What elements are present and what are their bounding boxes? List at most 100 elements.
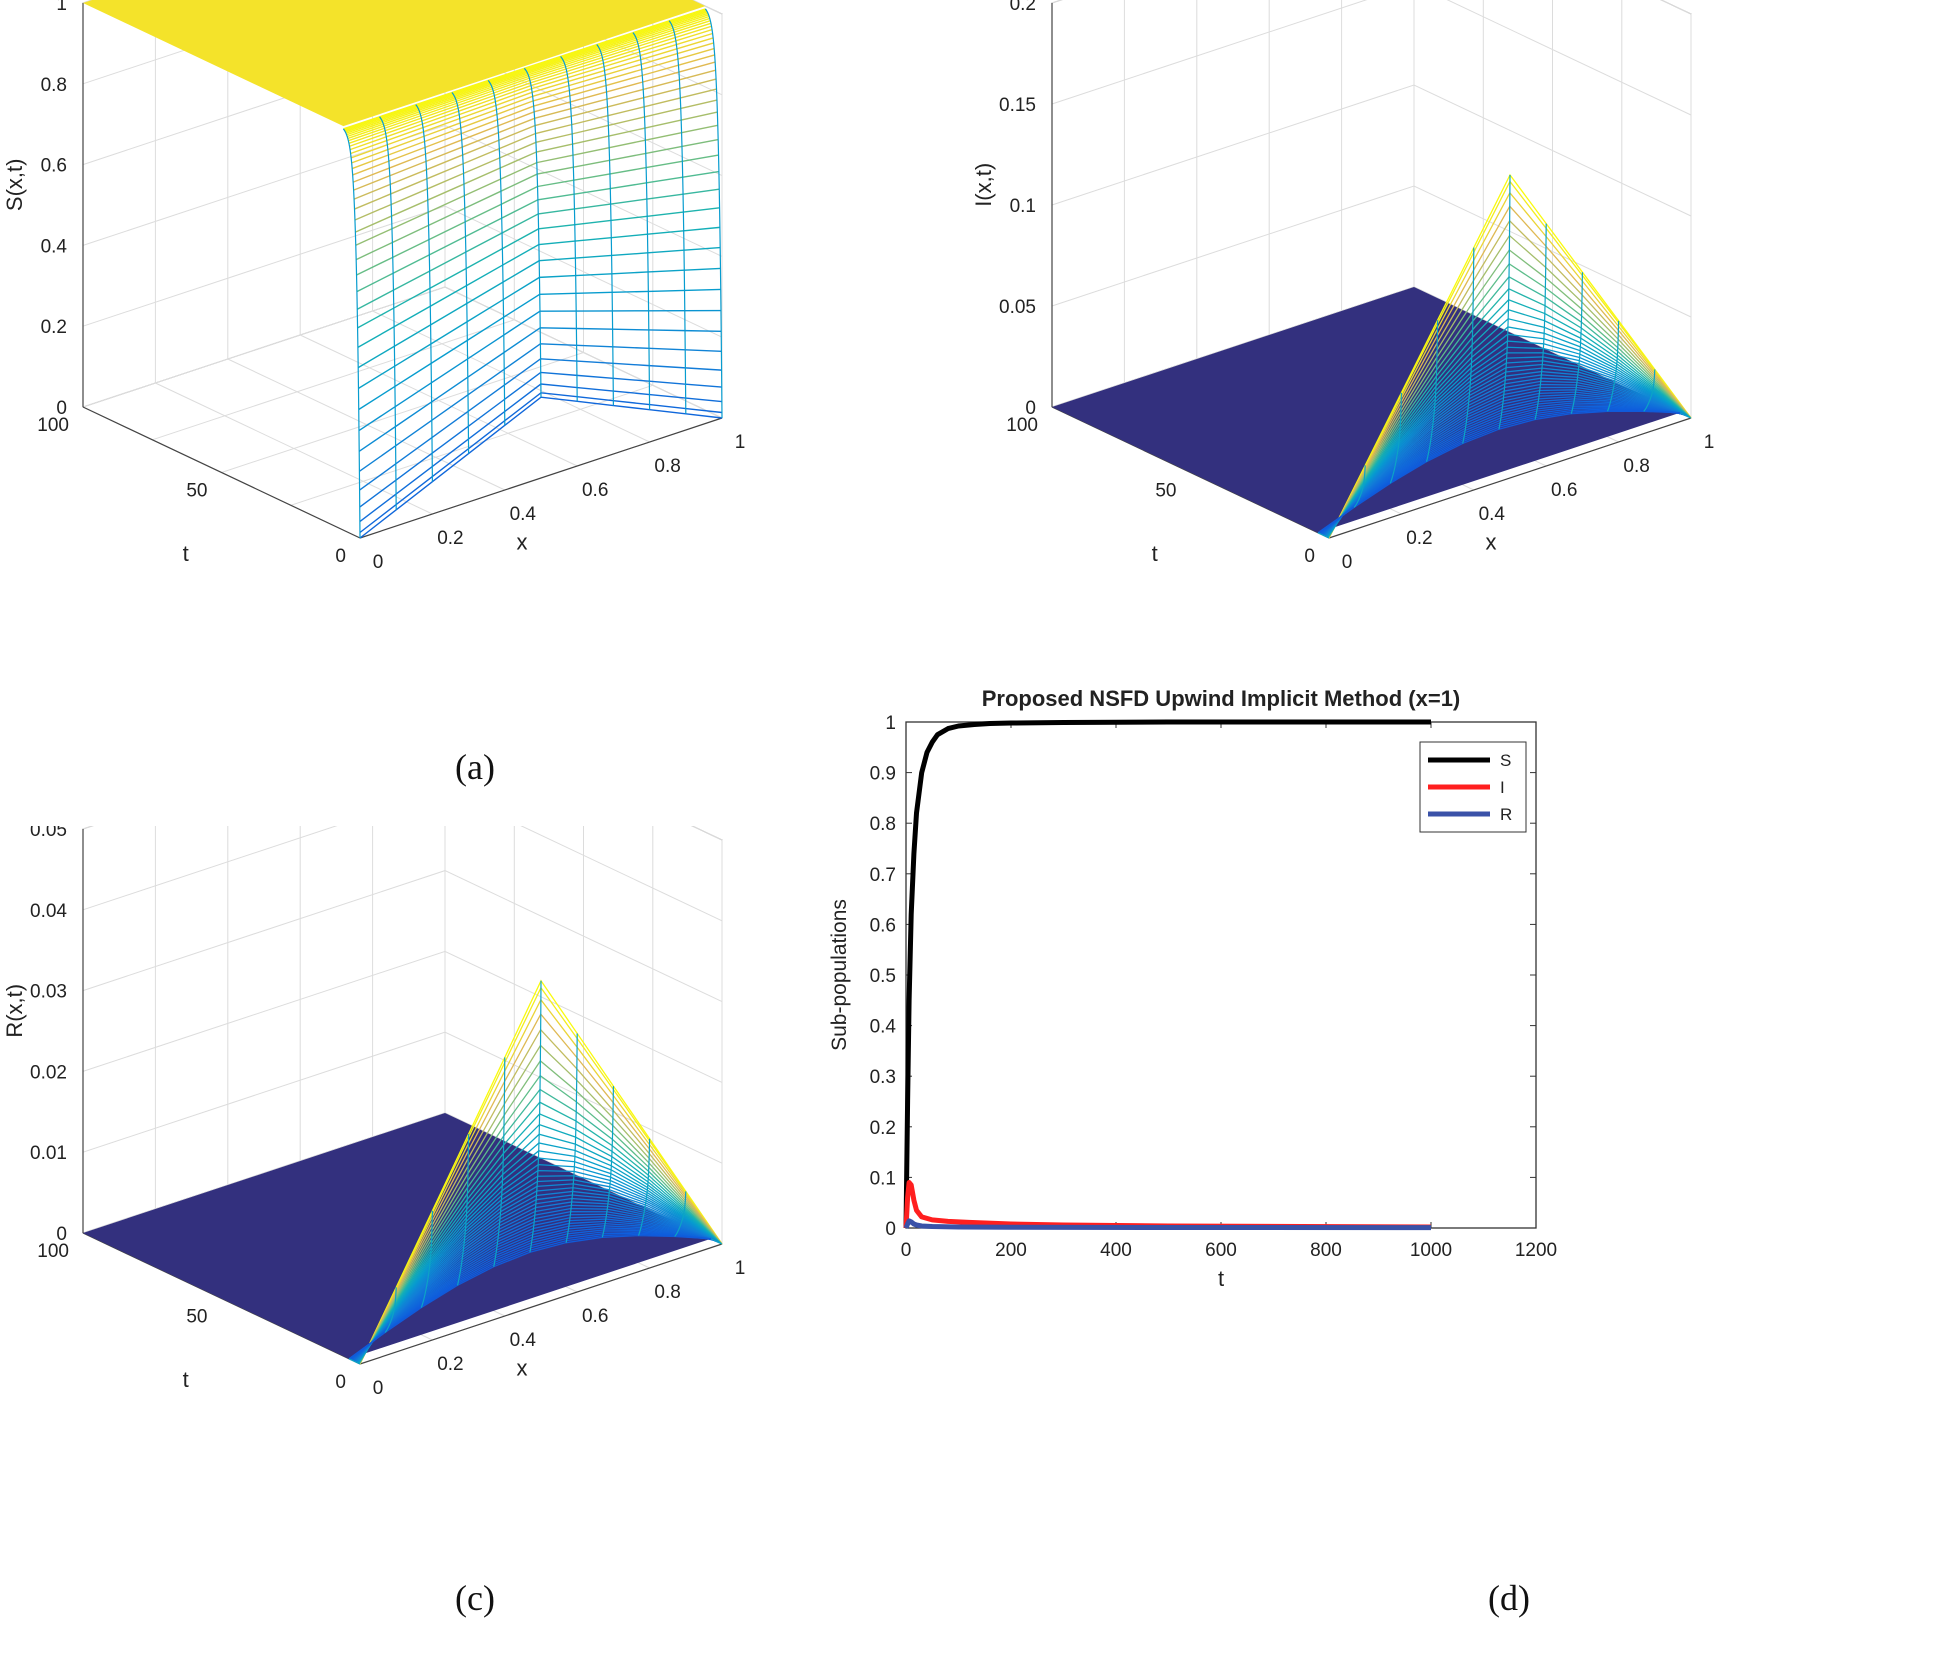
z-gridline (1051, 0, 1692, 116)
x-tick-label: 0.4 (1479, 504, 1506, 525)
x-tick-label: 0 (901, 1240, 912, 1261)
x-tick-label: 800 (1310, 1240, 1342, 1261)
x-tick-label: 0.8 (1623, 456, 1649, 477)
surface-line (668, 20, 687, 414)
x-tick-label: 0.6 (582, 480, 608, 501)
t-axis-label: t (1152, 541, 1158, 566)
legend-label-i: I (1500, 778, 1505, 797)
z-tick-label: 0 (1025, 398, 1036, 419)
line-plot-subpopulations: Proposed NSFD Upwind Implicit Method (x=… (828, 686, 1557, 1291)
surface-line (359, 979, 723, 1365)
z-tick-label: 0 (56, 1224, 67, 1245)
t-tick-label: 0 (335, 546, 346, 567)
t-axis-line (82, 406, 361, 539)
t-axis-label: t (183, 541, 189, 566)
x-tick-label: 0 (1342, 552, 1353, 573)
surface-line (415, 104, 433, 482)
surface-line (1606, 320, 1620, 412)
z-tick-label: 0.03 (30, 982, 67, 1003)
z-axis-label: R(x,t) (2, 984, 27, 1038)
z-tick-label: 0.05 (30, 826, 67, 841)
surface-line (379, 116, 397, 510)
surface-line (420, 1210, 433, 1308)
x-axis-label: t (1218, 1266, 1224, 1291)
x-tick-label: 0.8 (654, 1282, 680, 1303)
x-axis-line (359, 1243, 723, 1365)
surface-line (1570, 272, 1583, 414)
x-tick-label: 0.2 (1406, 528, 1432, 549)
x-axis-label: x (517, 530, 528, 555)
surface-line (1353, 465, 1366, 508)
x-tick-label: 0.6 (582, 1306, 608, 1327)
t-tick-label: 100 (37, 1241, 69, 1262)
x-axis-line (359, 417, 723, 539)
surface-line (348, 1358, 361, 1365)
surface-line (529, 980, 542, 1253)
z-tick-label: 0.04 (30, 901, 67, 922)
surface-line (384, 1287, 397, 1333)
y-tick-label: 0.3 (870, 1067, 896, 1088)
y-tick-label: 0.4 (870, 1017, 897, 1038)
surface-line (1498, 174, 1511, 430)
surface-line (1679, 412, 1692, 419)
caption-d: (d) (1488, 1578, 1530, 1618)
surface-line (632, 32, 651, 410)
z-tick-label: 0.02 (30, 1062, 67, 1083)
t-tick-label: 50 (186, 1307, 207, 1328)
z-axis-label: I(x,t) (971, 163, 996, 207)
surface-floor (1052, 287, 1680, 533)
x-tick-label: 1 (1704, 432, 1715, 453)
surface-line (1317, 532, 1330, 539)
surface-line (674, 1191, 687, 1237)
y-axis-label: Sub-populations (828, 899, 851, 1051)
y-tick-label: 0.1 (870, 1168, 896, 1189)
panel-b: Proposed NSFD Upwind Implicit Method00.2… (969, 0, 1938, 826)
surface-plateau (83, 0, 706, 127)
caption-a: (a) (455, 747, 495, 787)
legend-label-s: S (1500, 751, 1511, 770)
y-tick-label: 0.6 (870, 915, 896, 936)
y-tick-label: 0.8 (870, 814, 896, 835)
x-tick-label: 1 (735, 432, 746, 453)
z-tick-label: 0.2 (1010, 0, 1036, 15)
z-axis-label: S(x,t) (2, 159, 27, 212)
surface-line (1425, 320, 1439, 462)
t-axis-label: t (183, 1367, 189, 1392)
x-tick-label: 0.4 (510, 1330, 537, 1351)
caption-c: (c) (455, 1578, 495, 1618)
x-tick-label: 0 (373, 1378, 384, 1399)
surface-line (704, 8, 723, 419)
y-tick-label: 0.5 (870, 966, 896, 987)
surface-line (456, 1134, 470, 1286)
z-tick-label: 0.1 (1010, 196, 1036, 217)
x-axis-label: x (1486, 530, 1497, 555)
t-tick-label: 100 (37, 415, 69, 436)
t-tick-label: 0 (335, 1372, 346, 1393)
surface-line (560, 56, 578, 402)
x-tick-label: 0.4 (510, 504, 537, 525)
x-tick-label: 0.6 (1551, 480, 1577, 501)
panel-c: Proposed NSFD Upwind Implicit Method00.2… (0, 708, 969, 1653)
y-tick-label: 0.2 (870, 1118, 896, 1139)
x-tick-label: 1200 (1515, 1240, 1557, 1261)
surface-line (1643, 369, 1656, 412)
x-tick-label: 0.2 (437, 1354, 463, 1375)
chart-title: Proposed NSFD Upwind Implicit Method (x=… (982, 686, 1461, 711)
t-gridline (221, 0, 584, 473)
surface-plot-r: Proposed NSFD Upwind Implicit Method00.2… (2, 708, 745, 1399)
x-tick-label: 0.8 (654, 456, 680, 477)
z-tick-label: 0.05 (999, 297, 1036, 318)
x-tick-label: 600 (1205, 1240, 1237, 1261)
surface-floor (83, 1113, 711, 1359)
z-tick-label: 1 (56, 0, 67, 15)
surface-line (493, 1057, 506, 1267)
z-tick-label: 0.01 (30, 1143, 67, 1164)
x-tick-label: 1000 (1410, 1240, 1452, 1261)
surface-line (565, 1033, 578, 1243)
x-tick-label: 200 (995, 1240, 1027, 1261)
surface-line (1462, 247, 1475, 444)
surface-plot-s: Proposed NSFD Upwind Implicit Method00.2… (2, 0, 746, 573)
y-tick-label: 0 (885, 1219, 896, 1240)
y-tick-label: 1 (885, 713, 896, 734)
z-tick-label: 0.15 (999, 95, 1036, 116)
